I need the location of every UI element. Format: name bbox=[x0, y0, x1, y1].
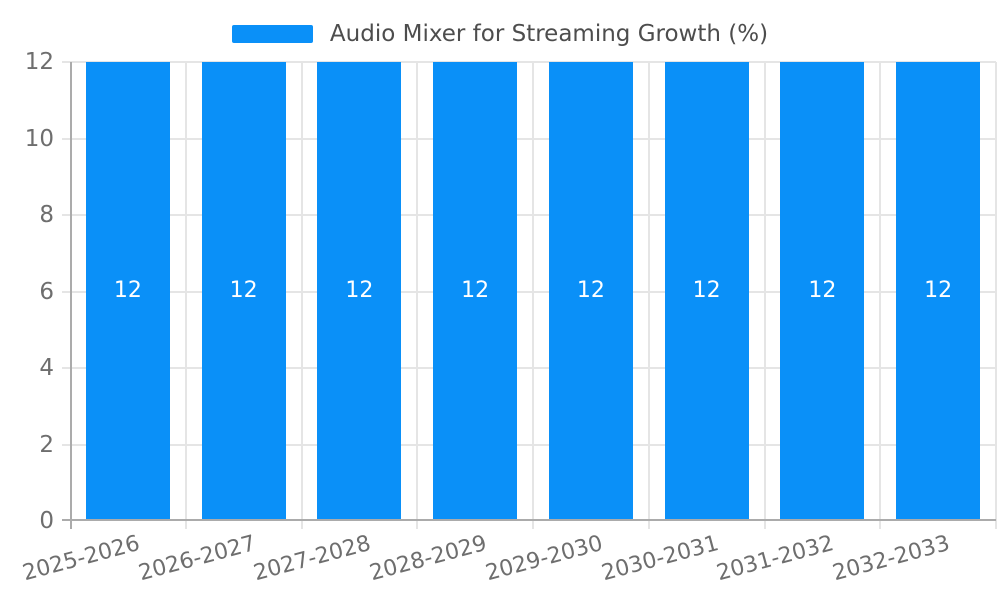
x-axis-tick-label: 2031-2032 bbox=[714, 531, 837, 587]
gridline-horizontal bbox=[62, 290, 996, 293]
bar[interactable]: 12 bbox=[433, 62, 518, 519]
y-axis-tick-label: 12 bbox=[24, 49, 54, 75]
gridline-vertical bbox=[532, 62, 534, 529]
bar-value-label: 12 bbox=[692, 277, 721, 303]
x-axis-tick-label: 2032-2033 bbox=[830, 531, 953, 587]
plot-area: 12 12 12 12 12 12 12 12 bbox=[62, 61, 997, 529]
gridline-horizontal bbox=[62, 443, 996, 446]
x-axis-tick-label: 2027-2028 bbox=[251, 531, 374, 587]
y-axis-tick-label: 2 bbox=[39, 431, 54, 458]
y-axis-tick-label: 6 bbox=[39, 278, 54, 305]
gridline-horizontal bbox=[62, 137, 996, 140]
gridline-vertical bbox=[184, 62, 187, 529]
y-axis-tick-label: 10 bbox=[24, 125, 54, 152]
bar[interactable]: 12 bbox=[664, 62, 749, 519]
x-axis-tick-label: 2026-2027 bbox=[135, 531, 259, 587]
bar[interactable]: 12 bbox=[548, 62, 633, 519]
y-axis-tick-label: 4 bbox=[39, 355, 54, 381]
bar[interactable]: 12 bbox=[317, 62, 402, 519]
bar-value-label: 12 bbox=[808, 277, 837, 303]
legend-label: Audio Mixer for Streaming Growth (%) bbox=[329, 21, 769, 47]
y-axis-tick-label: 0 bbox=[39, 508, 54, 534]
gridline-vertical bbox=[879, 62, 882, 529]
x-axis-line bbox=[62, 519, 996, 521]
bar-value-label: 12 bbox=[576, 277, 605, 303]
bar[interactable]: 12 bbox=[780, 62, 865, 519]
gridline-vertical bbox=[995, 62, 997, 529]
legend-item[interactable]: Audio Mixer for Streaming Growth (%) bbox=[231, 20, 769, 48]
gridline-vertical bbox=[300, 62, 303, 529]
bar[interactable]: 12 bbox=[85, 62, 170, 519]
x-axis-tick-label: 2028-2029 bbox=[367, 531, 490, 587]
gridline-vertical bbox=[647, 62, 650, 529]
bar-value-label: 12 bbox=[229, 277, 258, 303]
gridline-horizontal bbox=[62, 61, 996, 63]
legend-swatch bbox=[231, 25, 313, 43]
chart-legend: Audio Mixer for Streaming Growth (%) bbox=[0, 20, 1000, 48]
gridline-vertical bbox=[763, 62, 766, 529]
bar-value-label: 12 bbox=[345, 277, 374, 303]
gridline-horizontal bbox=[62, 367, 996, 369]
x-axis-tick-label: 2030-2031 bbox=[598, 531, 722, 587]
y-axis-tick-label: 8 bbox=[39, 202, 54, 228]
x-axis-tick-label: 2025-2026 bbox=[20, 531, 143, 587]
bar-value-label: 12 bbox=[924, 277, 953, 303]
gridline-vertical bbox=[416, 62, 419, 529]
bar[interactable]: 12 bbox=[896, 62, 981, 519]
x-axis-tick-label: 2029-2030 bbox=[483, 531, 606, 587]
y-axis-line bbox=[70, 62, 72, 529]
gridline-horizontal bbox=[62, 214, 996, 216]
bar[interactable]: 12 bbox=[201, 62, 286, 519]
bar-value-label: 12 bbox=[461, 277, 490, 303]
bar-value-label: 12 bbox=[113, 277, 142, 303]
